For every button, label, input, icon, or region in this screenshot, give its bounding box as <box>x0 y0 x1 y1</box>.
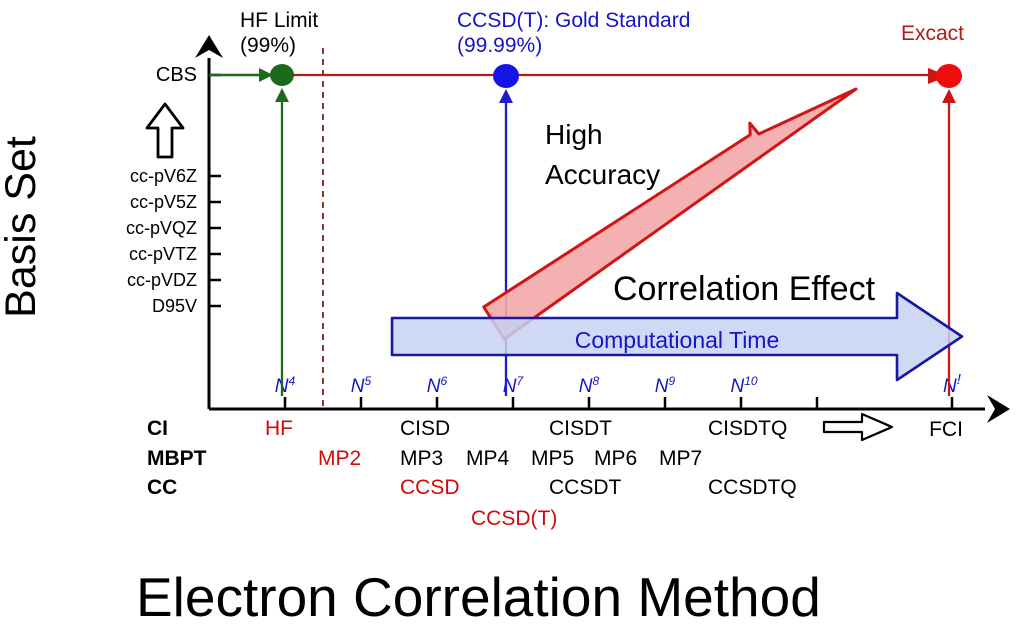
svg-text:N10: N10 <box>730 374 757 397</box>
svg-text:N!: N! <box>943 371 962 398</box>
svg-text:N6: N6 <box>427 374 448 397</box>
svg-text:Basis Set: Basis Set <box>0 136 45 318</box>
svg-text:MP2: MP2 <box>318 447 361 470</box>
svg-text:MP6: MP6 <box>594 447 637 470</box>
svg-text:FCI: FCI <box>929 418 963 441</box>
svg-text:cc-pVTZ: cc-pVTZ <box>129 244 197 264</box>
svg-text:HF Limit: HF Limit <box>240 9 318 32</box>
svg-text:CC: CC <box>147 476 177 499</box>
svg-text:CI: CI <box>147 417 168 440</box>
svg-text:CISD: CISD <box>400 417 450 440</box>
svg-text:CBS: CBS <box>156 64 197 86</box>
svg-text:CISDT: CISDT <box>549 417 612 440</box>
svg-text:MP5: MP5 <box>531 447 574 470</box>
svg-text:N5: N5 <box>351 374 372 397</box>
svg-text:CCSD(T): Gold Standard: CCSD(T): Gold Standard <box>457 9 690 32</box>
svg-text:N9: N9 <box>655 374 676 397</box>
svg-text:Electron Correlation Method: Electron Correlation Method <box>136 566 821 628</box>
svg-text:Computational Time: Computational Time <box>575 327 780 353</box>
svg-text:CCSD(T): CCSD(T) <box>471 507 557 530</box>
svg-text:cc-pV5Z: cc-pV5Z <box>130 192 197 212</box>
svg-text:cc-pV6Z: cc-pV6Z <box>130 166 197 186</box>
svg-text:HF: HF <box>265 417 293 440</box>
svg-text:cc-pVQZ: cc-pVQZ <box>126 218 197 238</box>
svg-text:(99.99%): (99.99%) <box>457 34 542 57</box>
svg-text:Excact: Excact <box>901 22 964 45</box>
svg-text:CCSDT: CCSDT <box>549 476 622 499</box>
svg-text:MP3: MP3 <box>400 447 443 470</box>
svg-text:MBPT: MBPT <box>147 447 207 470</box>
svg-text:CISDTQ: CISDTQ <box>708 417 787 440</box>
svg-text:(99%): (99%) <box>240 34 296 57</box>
svg-text:N4: N4 <box>275 374 296 397</box>
svg-text:High: High <box>545 119 603 150</box>
svg-text:Accuracy: Accuracy <box>545 159 660 190</box>
svg-text:CCSDTQ: CCSDTQ <box>708 476 797 499</box>
svg-text:D95V: D95V <box>152 296 197 316</box>
svg-text:N8: N8 <box>579 374 600 397</box>
svg-text:MP7: MP7 <box>659 447 702 470</box>
svg-text:cc-pVDZ: cc-pVDZ <box>127 270 197 290</box>
svg-text:MP4: MP4 <box>466 447 510 470</box>
svg-text:Correlation Effect: Correlation Effect <box>613 270 876 308</box>
svg-text:CCSD: CCSD <box>400 476 460 499</box>
